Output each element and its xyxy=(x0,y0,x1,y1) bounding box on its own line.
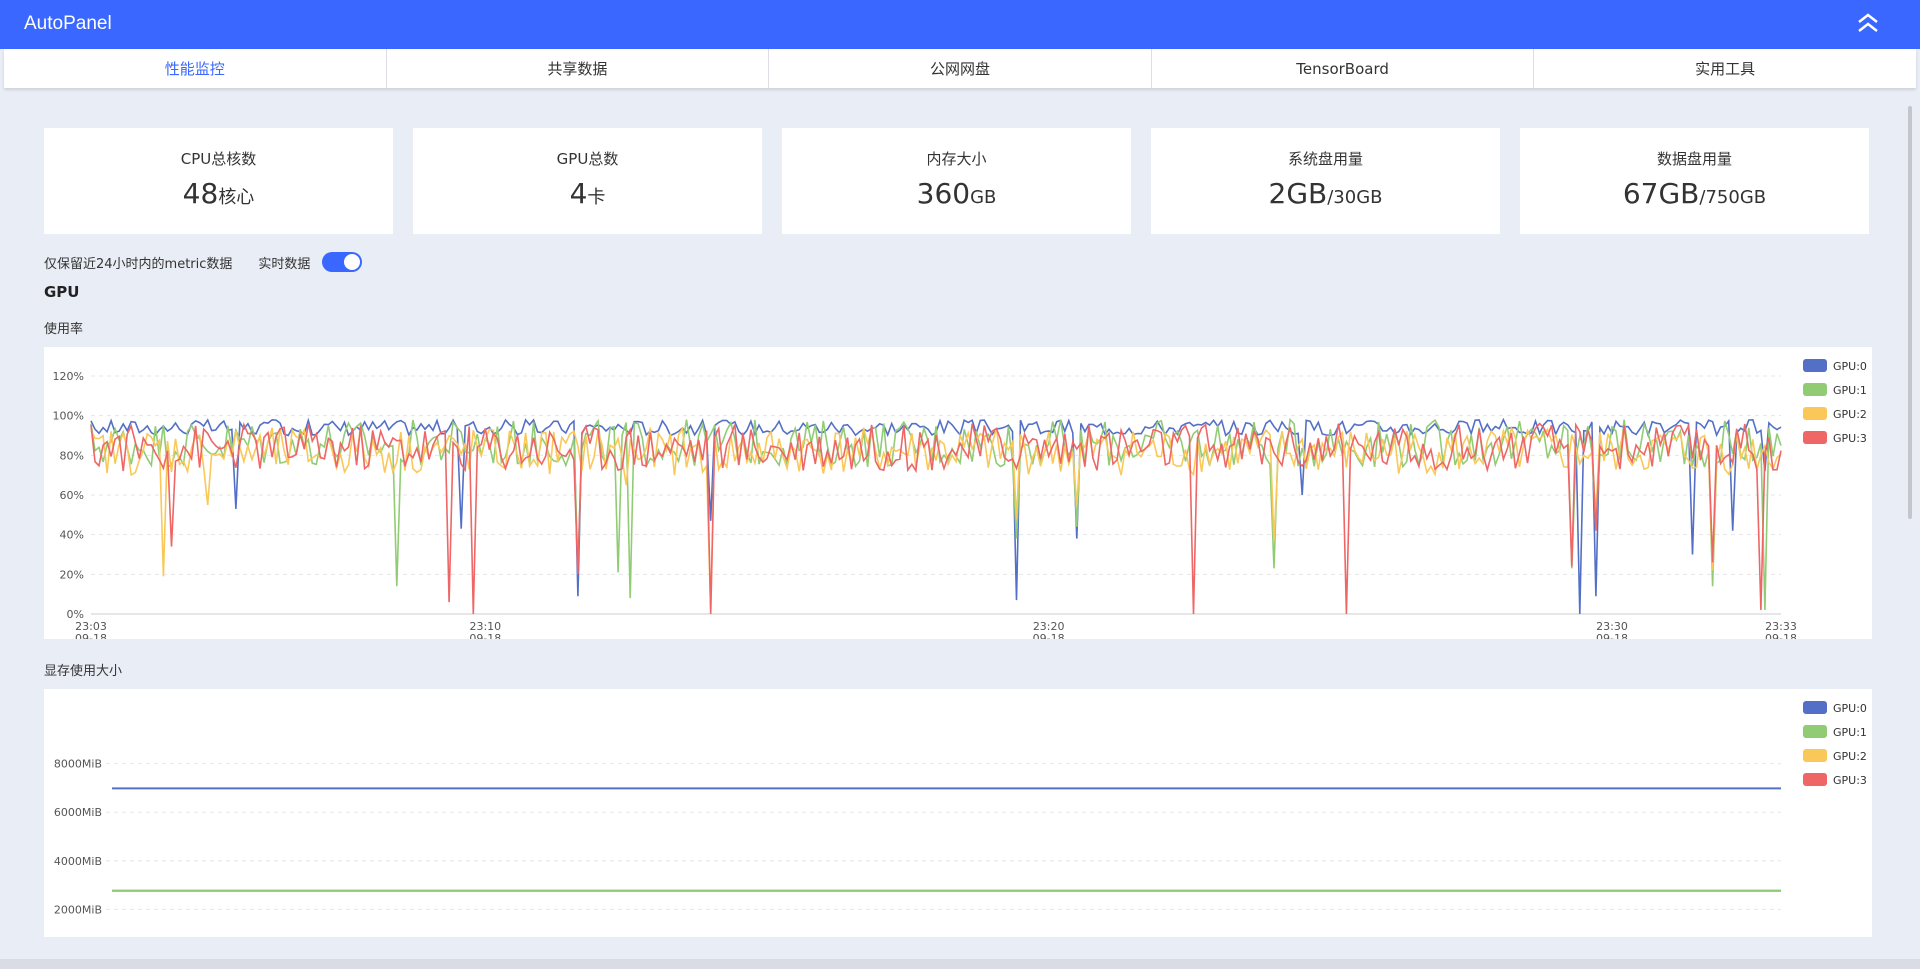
legend-swatch-gpu1 xyxy=(1803,725,1827,738)
stat-unit: 卡 xyxy=(587,187,606,208)
gpu-usage-chart-svg: 0%20%40%60%80%100%120%23:0309-1823:1009-… xyxy=(53,359,1867,639)
y-tick-label: 20% xyxy=(60,568,84,581)
vertical-scrollbar[interactable] xyxy=(1908,106,1912,519)
stat-unit: GB xyxy=(970,187,997,208)
y-tick-label: 60% xyxy=(60,489,84,502)
gpu-memory-chart: 2000MiB 4000MiB 6000MiB 8000MiB GPU:0 GPU:1 GP… xyxy=(44,689,1872,937)
memory-chart-title: 显存使用大小 xyxy=(44,664,123,679)
stat-card-data-disk: 数据盘用量 67GB/750GB xyxy=(1520,128,1869,234)
stat-number: 360 xyxy=(916,177,971,210)
y-tick-label: 4000MiB xyxy=(54,855,102,868)
stat-number: 4 xyxy=(569,177,588,210)
y-tick-label: 2000MiB xyxy=(54,903,102,916)
window-bottom-strip xyxy=(0,959,1920,969)
stat-label: GPU总数 xyxy=(556,150,619,168)
stat-value: 2GB/30GB xyxy=(1151,177,1500,210)
y-tick-label: 0% xyxy=(67,608,84,621)
x-tick-date: 09-18 xyxy=(1596,632,1628,639)
legend-swatch-gpu1 xyxy=(1803,383,1827,396)
x-tick-date: 09-18 xyxy=(469,632,501,639)
legend-label-gpu1: GPU:1 xyxy=(1833,726,1867,739)
y-tick-label: 40% xyxy=(60,529,84,542)
legend-swatch-gpu0 xyxy=(1803,359,1827,372)
stat-value: 360GB xyxy=(782,177,1131,210)
x-tick-date: 09-18 xyxy=(1765,632,1797,639)
y-tick-label: 120% xyxy=(53,370,84,383)
x-tick-date: 09-18 xyxy=(75,632,107,639)
x-tick-label: 23:33 xyxy=(1765,620,1797,633)
x-tick-label: 23:10 xyxy=(469,620,501,633)
legend-label-gpu2: GPU:2 xyxy=(1833,750,1867,763)
x-tick-date: 09-18 xyxy=(1033,632,1065,639)
stat-label: 系统盘用量 xyxy=(1287,150,1363,168)
stat-unit: /750GB xyxy=(1699,187,1767,208)
stat-number: 2GB xyxy=(1268,177,1328,210)
performance-panel: CPU总核数 48核心 GPU总数 4卡 内存大小 360GB 系统盘用量 2G… xyxy=(4,92,1916,956)
legend-swatch-gpu0 xyxy=(1803,701,1827,714)
stat-card-memory: 内存大小 360GB xyxy=(782,128,1131,234)
legend-swatch-gpu3 xyxy=(1803,431,1827,444)
x-tick-label: 23:30 xyxy=(1596,620,1628,633)
legend-label-gpu3: GPU:3 xyxy=(1833,774,1867,787)
app-title: AutoPanel xyxy=(24,13,112,34)
stat-label: 内存大小 xyxy=(926,150,987,168)
legend-label-gpu1: GPU:1 xyxy=(1833,384,1867,397)
legend-label-gpu0: GPU:0 xyxy=(1833,702,1867,715)
legend-label-gpu2: GPU:2 xyxy=(1833,408,1867,421)
legend-label-gpu3: GPU:3 xyxy=(1833,432,1867,445)
legend-swatch-gpu2 xyxy=(1803,407,1827,420)
tab-performance[interactable]: 性能监控 xyxy=(4,49,387,88)
toggle-knob xyxy=(344,254,361,270)
stat-value: 48核心 xyxy=(44,177,393,210)
gpu-memory-chart-svg: 2000MiB 4000MiB 6000MiB 8000MiB GPU:0 GPU:1 GP… xyxy=(54,701,1867,916)
stat-number: 67GB xyxy=(1622,177,1700,210)
y-tick-label: 8000MiB xyxy=(54,758,102,771)
main-tabs: 性能监控 共享数据 公网网盘 TensorBoard 实用工具 xyxy=(4,49,1916,88)
stat-number: 48 xyxy=(182,177,219,210)
y-tick-label: 6000MiB xyxy=(54,806,102,819)
usage-chart-title: 使用率 xyxy=(44,322,84,337)
stat-card-cpu: CPU总核数 48核心 xyxy=(44,128,393,234)
retention-note: 仅保留近24小时内的metric数据 xyxy=(44,256,233,272)
tab-public-netdisk[interactable]: 公网网盘 xyxy=(769,49,1152,88)
legend-swatch-gpu3 xyxy=(1803,773,1827,786)
legend-label-gpu0: GPU:0 xyxy=(1833,360,1867,373)
stat-card-gpu: GPU总数 4卡 xyxy=(413,128,762,234)
stat-unit: /30GB xyxy=(1327,187,1383,208)
y-tick-label: 100% xyxy=(53,410,84,423)
stat-label: 数据盘用量 xyxy=(1656,150,1732,168)
tab-shared-data[interactable]: 共享数据 xyxy=(387,49,770,88)
legend-swatch-gpu2 xyxy=(1803,749,1827,762)
series-line-gpu2 xyxy=(90,425,1782,613)
stat-card-system-disk: 系统盘用量 2GB/30GB xyxy=(1151,128,1500,234)
y-tick-label: 80% xyxy=(60,449,84,462)
metric-options: 仅保留近24小时内的metric数据 实时数据 xyxy=(44,250,363,274)
gpu-section-title: GPU xyxy=(44,283,80,301)
realtime-label: 实时数据 xyxy=(258,256,311,272)
series-line-gpu3 xyxy=(90,421,1782,615)
stat-unit: 核心 xyxy=(218,187,255,208)
tab-tensorboard[interactable]: TensorBoard xyxy=(1152,49,1535,88)
collapse-chevron-up-icon[interactable] xyxy=(1854,10,1882,38)
stat-value: 4卡 xyxy=(413,177,762,210)
series-line-gpu1 xyxy=(90,417,1782,611)
x-tick-label: 23:20 xyxy=(1033,620,1065,633)
stat-label: CPU总核数 xyxy=(180,150,257,168)
realtime-toggle[interactable] xyxy=(322,252,363,272)
series-line-gpu0 xyxy=(90,417,1782,615)
x-tick-label: 23:03 xyxy=(75,620,107,633)
stat-value: 67GB/750GB xyxy=(1520,177,1869,210)
app-header: AutoPanel xyxy=(0,0,1920,49)
gpu-usage-chart: 0% 20% 40% 60% 80% 100% 120% 23:03 09-18 23:10 09-… xyxy=(44,347,1872,639)
tab-tools[interactable]: 实用工具 xyxy=(1695,60,1756,78)
